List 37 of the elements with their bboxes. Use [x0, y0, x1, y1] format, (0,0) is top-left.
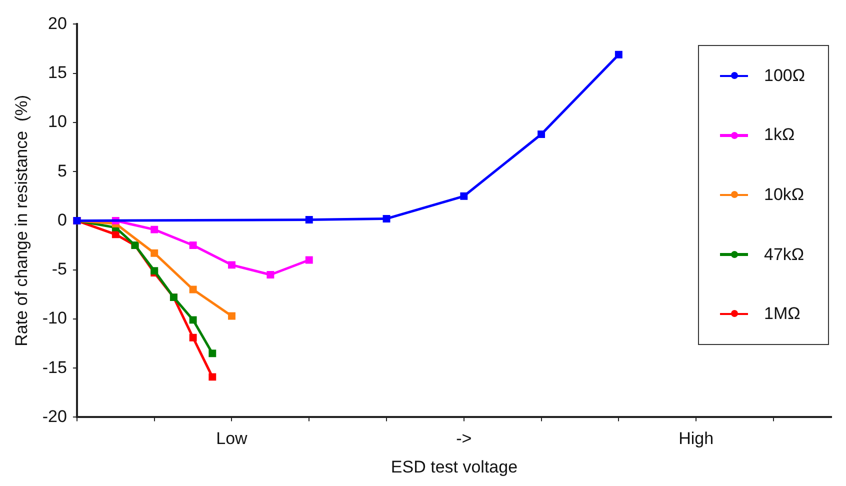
- point: [189, 286, 197, 294]
- x-tick-label: High: [678, 429, 714, 448]
- x-tick-label: ->: [456, 429, 472, 448]
- point: [208, 373, 216, 381]
- point: [305, 256, 313, 264]
- point: [228, 261, 236, 269]
- point: [189, 334, 197, 342]
- point: [150, 226, 158, 234]
- y-tick-label: -20: [42, 406, 67, 426]
- point: [189, 242, 197, 249]
- y-tick-label: -10: [42, 308, 67, 328]
- y-tick-label: 5: [58, 161, 67, 180]
- point: [460, 192, 468, 200]
- y-tick-label: 0: [58, 210, 67, 230]
- point: [382, 215, 390, 222]
- point: [150, 249, 158, 257]
- point: [112, 230, 120, 238]
- y-tick-label: 15: [48, 63, 67, 82]
- legend-label: 1kΩ: [764, 125, 795, 146]
- x-axis-title: ESD test voltage: [390, 457, 518, 476]
- point: [614, 50, 622, 58]
- legend-label: 47kΩ: [764, 244, 804, 265]
- point: [189, 316, 197, 324]
- point: [538, 130, 546, 138]
- legend-label: 100Ω: [764, 66, 806, 86]
- y-tick-label: 10: [48, 112, 67, 132]
- y-tick-label: -5: [52, 260, 67, 279]
- x-tick-label: Low: [216, 429, 248, 448]
- legend-label: 10kΩ: [764, 184, 804, 205]
- y-tick-label: 20: [48, 14, 67, 33]
- point: [228, 312, 236, 320]
- y-tick-label: -15: [42, 358, 67, 377]
- legend-label: 1MΩ: [764, 304, 800, 324]
- point: [266, 271, 274, 278]
- point: [208, 350, 216, 358]
- y-axis-title: Rate of change in resistance (%): [12, 95, 31, 346]
- point: [305, 216, 313, 224]
